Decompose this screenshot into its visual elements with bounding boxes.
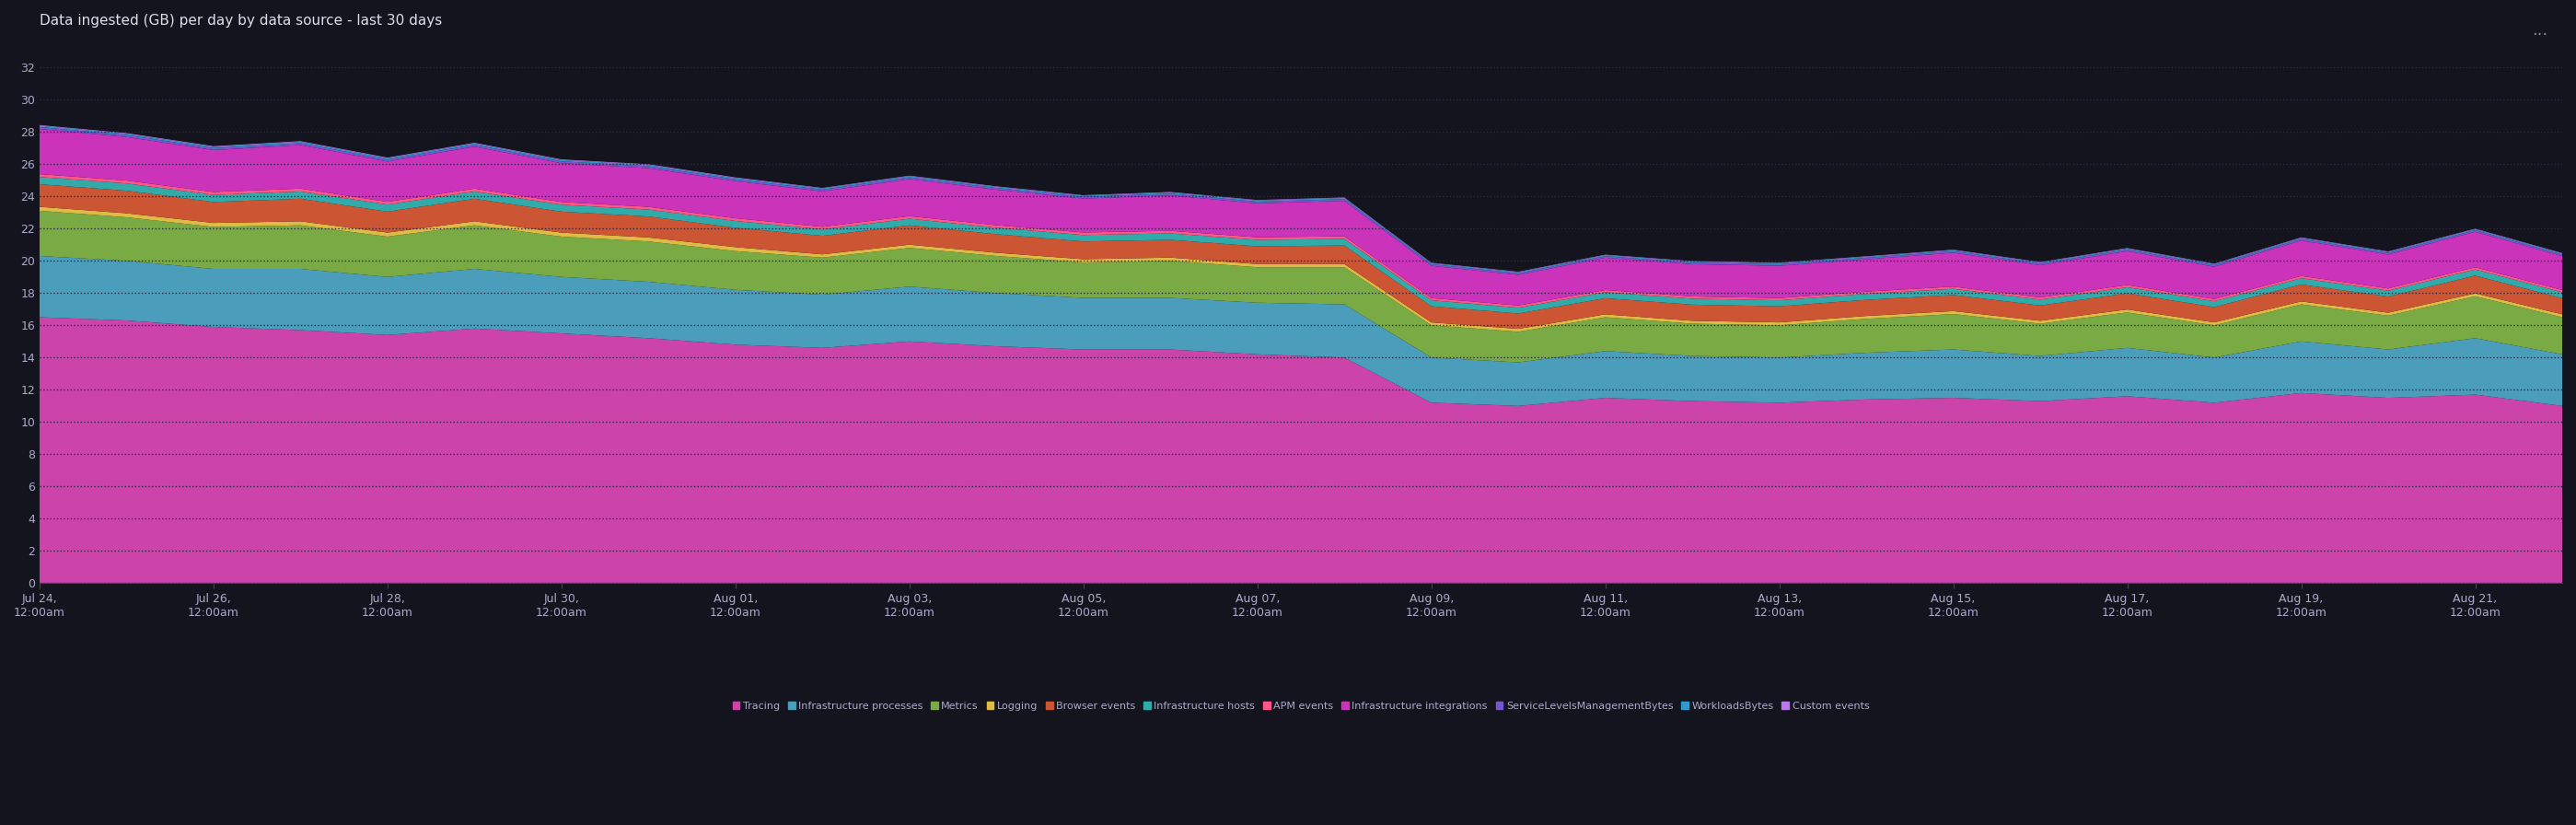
- Legend: Tracing, Infrastructure processes, Metrics, Logging, Browser events, Infrastruct: Tracing, Infrastructure processes, Metri…: [729, 698, 1873, 715]
- Text: ···: ···: [2532, 26, 2548, 43]
- Text: Data ingested (GB) per day by data source - last 30 days: Data ingested (GB) per day by data sourc…: [39, 14, 443, 27]
